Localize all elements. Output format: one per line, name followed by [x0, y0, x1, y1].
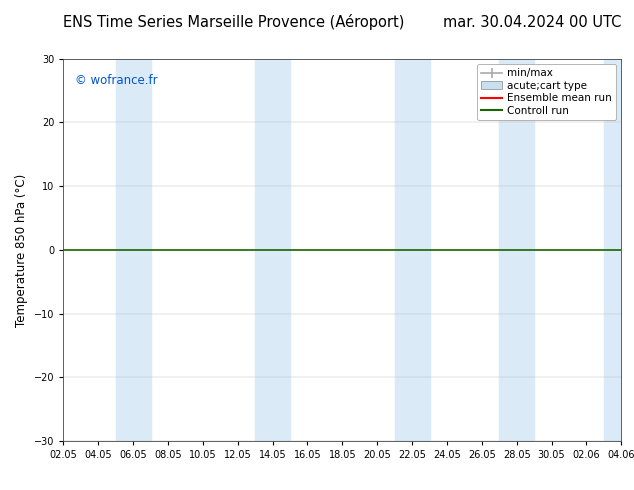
Bar [604, 59, 634, 441]
Text: © wofrance.fr: © wofrance.fr [75, 74, 157, 87]
Bar [255, 59, 290, 441]
Legend: min/max, acute;cart type, Ensemble mean run, Controll run: min/max, acute;cart type, Ensemble mean … [477, 64, 616, 120]
Bar [500, 59, 534, 441]
Bar [115, 59, 150, 441]
Y-axis label: Temperature 850 hPa (°C): Temperature 850 hPa (°C) [15, 173, 29, 326]
Text: mar. 30.04.2024 00 UTC: mar. 30.04.2024 00 UTC [443, 15, 621, 29]
Bar [394, 59, 429, 441]
Text: ENS Time Series Marseille Provence (Aéroport): ENS Time Series Marseille Provence (Aéro… [63, 14, 404, 30]
